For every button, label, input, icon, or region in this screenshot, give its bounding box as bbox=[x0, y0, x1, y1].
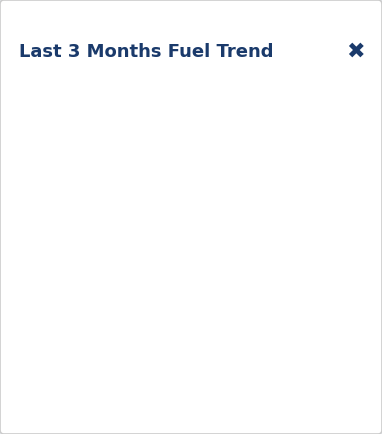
Bar bbox=[188, 181, 236, 356]
Text: ✖: ✖ bbox=[346, 42, 364, 62]
Bar bbox=[295, 155, 342, 356]
Bar bbox=[82, 243, 129, 356]
X-axis label: Month: Month bbox=[190, 382, 234, 396]
Y-axis label: Fuel Burned: Fuel Burned bbox=[10, 197, 24, 280]
Text: Last 3 Months Fuel Trend: Last 3 Months Fuel Trend bbox=[19, 43, 274, 61]
